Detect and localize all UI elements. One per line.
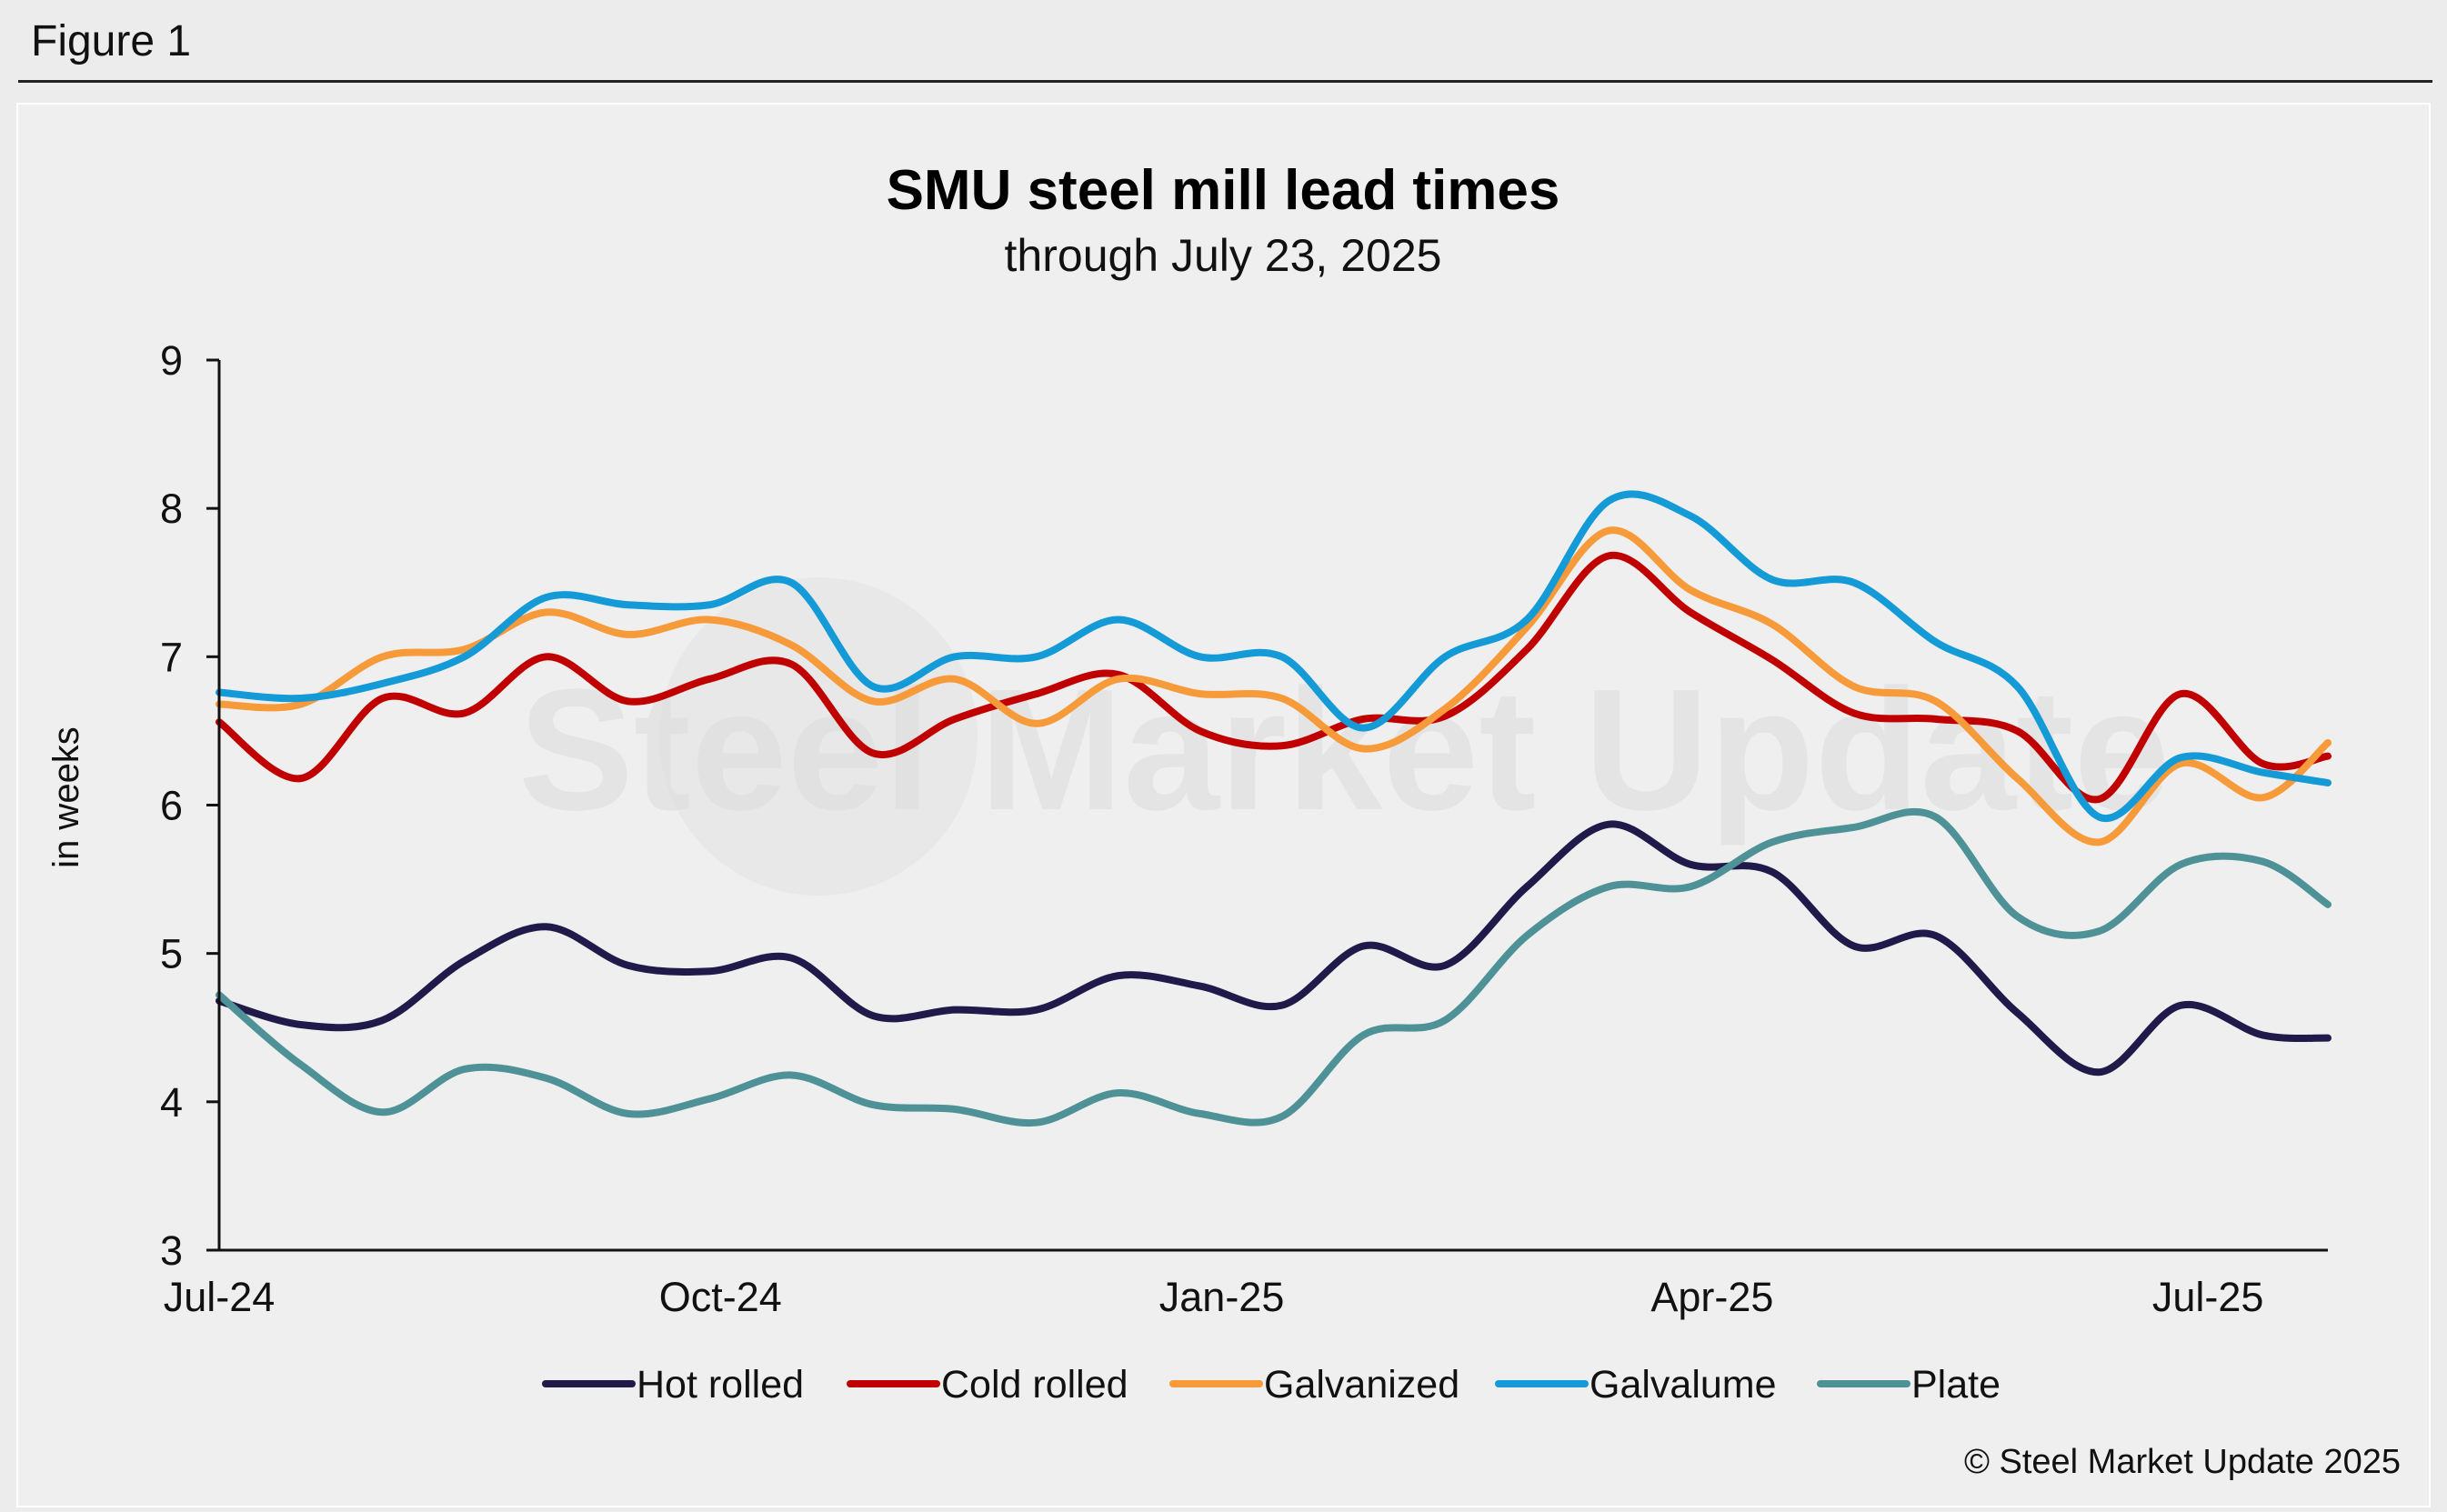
chart-subtitle: through July 23, 2025 [1005, 230, 1442, 281]
legend-item-galvalume: Galvalume [1495, 1363, 1777, 1407]
y-tick-label: 9 [160, 337, 183, 384]
legend-label: Cold rolled [941, 1363, 1128, 1407]
x-tick-label: Oct-24 [659, 1274, 782, 1320]
figure-divider [18, 80, 2432, 83]
figure-label: Figure 1 [31, 17, 192, 65]
y-axis: 3 4 5 6 7 8 9 [160, 337, 219, 1274]
y-axis-label: in weeks [46, 726, 86, 868]
legend: Hot rolled Cold rolled Galvanized Galvalume… [542, 1363, 2001, 1407]
series-lines [216, 490, 2332, 1127]
chart-panel [16, 103, 2431, 1507]
series-line-plate [216, 807, 2332, 1127]
series-line-galvanized [216, 526, 2332, 846]
y-tick-label: 7 [160, 634, 183, 680]
y-tick-label: 4 [160, 1079, 183, 1126]
x-tick-label: Jan-25 [1159, 1274, 1285, 1320]
chart-title: SMU steel mill lead times [887, 159, 1560, 222]
x-tick-label: Jul-24 [164, 1274, 276, 1320]
legend-label: Galvanized [1264, 1363, 1459, 1407]
watermark-text: Steel Market Update [518, 654, 2170, 846]
legend-item-plate: Plate [1817, 1363, 2001, 1407]
y-tick-label: 8 [160, 486, 183, 532]
legend-label: Plate [1911, 1363, 2001, 1407]
watermark-logo-circle [659, 577, 978, 896]
series-line-cold-rolled [216, 551, 2332, 804]
watermark: Steel Market Update [518, 577, 2170, 896]
legend-label: Hot rolled [637, 1363, 804, 1407]
y-tick-label: 5 [160, 931, 183, 977]
x-tick-label: Apr-25 [1650, 1274, 1773, 1320]
series-line-galvalume [216, 490, 2332, 823]
legend-item-hot-rolled: Hot rolled [542, 1363, 804, 1407]
copyright-text: © Steel Market Update 2025 [1964, 1443, 2401, 1481]
legend-item-cold-rolled: Cold rolled [847, 1363, 1128, 1407]
x-axis: Jul-24 Oct-24 Jan-25 Apr-25 Jul-25 [164, 1274, 2264, 1320]
x-tick-label: Jul-25 [2152, 1274, 2264, 1320]
y-tick-label: 6 [160, 783, 183, 829]
y-tick-label: 3 [160, 1227, 183, 1274]
legend-label: Galvalume [1590, 1363, 1777, 1407]
legend-item-galvanized: Galvanized [1169, 1363, 1459, 1407]
series-line-hot-rolled [216, 820, 2332, 1076]
